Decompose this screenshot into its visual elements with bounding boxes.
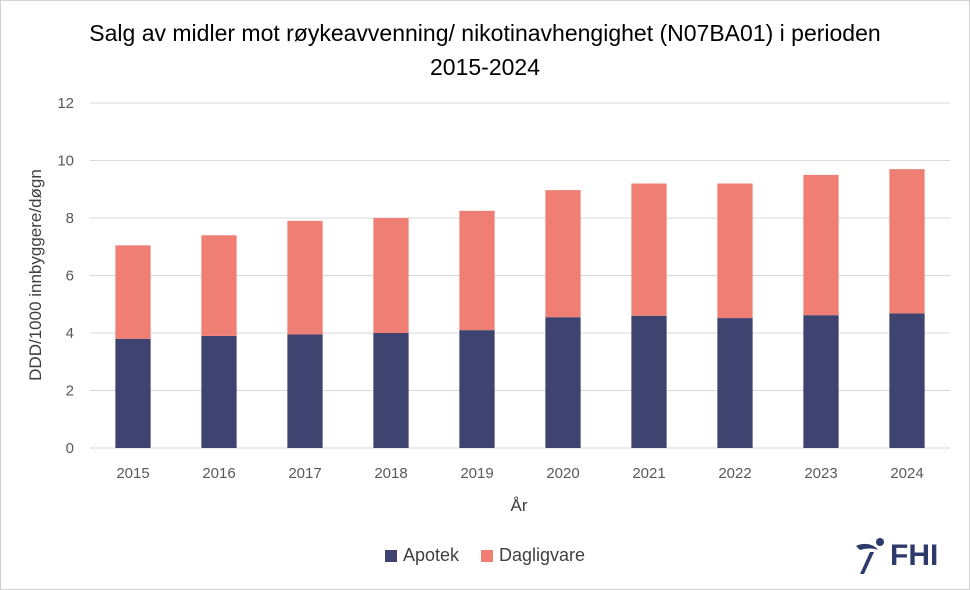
bar-dagligvare-2019 [459,210,495,331]
bar-apotek-2023 [803,315,839,448]
fhi-logo: FHI [852,534,952,578]
x-tick-2020: 2020 [546,465,579,482]
x-tick-labels: 2015 2016 2017 2018 2019 2020 2021 2022 2023 2024 [116,465,923,482]
bar-dagligvare-2021 [631,183,667,316]
bar-apotek-2017 [287,334,323,448]
x-tick-2019: 2019 [460,465,493,482]
bar-dagligvare-2015 [115,245,151,339]
x-tick-2018: 2018 [374,465,407,482]
fhi-logo-text: FHI [890,539,939,572]
bar-apotek-2019 [459,330,495,448]
bar-dagligvare-2023 [803,174,839,316]
bar-apotek-2016 [201,335,237,448]
bar-apotek-2020 [545,317,581,448]
legend-label-dagligvare: Dagligvare [499,545,586,565]
y-tick-4: 4 [66,325,74,342]
bar-apotek-2015 [115,338,151,448]
x-tick-2023: 2023 [804,465,837,482]
legend-swatch-dagligvare [481,549,493,562]
x-tick-2016: 2016 [202,465,235,482]
x-tick-2015: 2015 [116,465,149,482]
bar-dagligvare-2017 [287,220,323,335]
y-tick-8: 8 [66,210,74,227]
bars [115,169,925,448]
chart-title: Salg av midler mot røykeavvenning/ nikot… [89,20,881,80]
x-tick-2024: 2024 [890,465,923,482]
legend-item-dagligvare: Dagligvare [481,545,585,566]
y-tick-labels: 0 2 4 6 8 10 12 [57,95,74,457]
x-tick-2021: 2021 [632,465,665,482]
x-tick-2017: 2017 [288,465,321,482]
y-tick-10: 10 [57,153,74,170]
x-axis-title: År [511,496,528,515]
fhi-logo-icon [856,538,884,574]
bar-dagligvare-2022 [717,183,753,319]
bar-dagligvare-2018 [373,218,409,333]
legend-item-apotek: Apotek [384,545,459,566]
bar-apotek-2024 [889,313,925,448]
bar-dagligvare-2024 [889,169,925,314]
y-tick-6: 6 [66,268,74,285]
bar-dagligvare-2016 [201,235,237,336]
legend-swatch-apotek [384,549,397,562]
y-axis-title: DDD/1000 innbyggere/døgn [26,169,45,381]
bar-apotek-2021 [631,315,667,448]
bar-dagligvare-2020 [545,190,581,318]
legend: Apotek Dagligvare [0,545,970,566]
y-tick-2: 2 [66,383,74,400]
x-tick-2022: 2022 [718,465,751,482]
legend-label-apotek: Apotek [402,545,459,565]
bar-apotek-2018 [373,333,409,448]
y-tick-0: 0 [66,440,74,457]
bar-apotek-2022 [717,318,753,448]
y-tick-12: 12 [57,95,74,112]
